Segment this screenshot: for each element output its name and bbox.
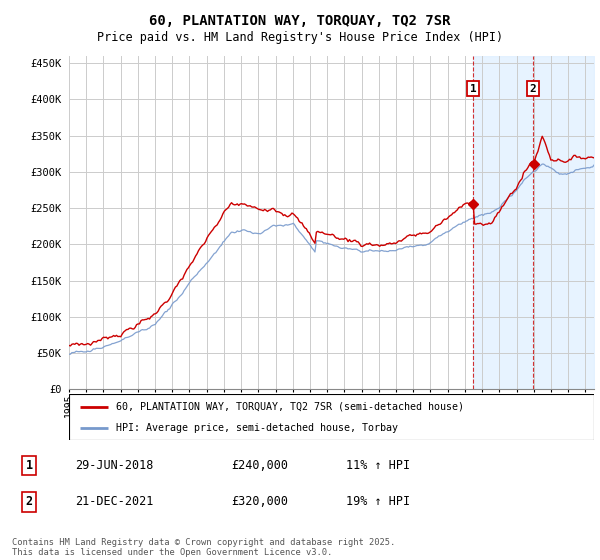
Text: HPI: Average price, semi-detached house, Torbay: HPI: Average price, semi-detached house,… bbox=[116, 423, 398, 433]
Text: 19% ↑ HPI: 19% ↑ HPI bbox=[346, 496, 410, 508]
Text: 21-DEC-2021: 21-DEC-2021 bbox=[76, 496, 154, 508]
Text: Contains HM Land Registry data © Crown copyright and database right 2025.
This d: Contains HM Land Registry data © Crown c… bbox=[12, 538, 395, 557]
Text: 1: 1 bbox=[470, 83, 477, 94]
Text: 2: 2 bbox=[26, 496, 33, 508]
Text: 2: 2 bbox=[530, 83, 536, 94]
Text: 11% ↑ HPI: 11% ↑ HPI bbox=[346, 459, 410, 472]
Text: 1: 1 bbox=[26, 459, 33, 472]
Text: 60, PLANTATION WAY, TORQUAY, TQ2 7SR: 60, PLANTATION WAY, TORQUAY, TQ2 7SR bbox=[149, 14, 451, 28]
Text: £240,000: £240,000 bbox=[231, 459, 288, 472]
Text: £320,000: £320,000 bbox=[231, 496, 288, 508]
Text: Price paid vs. HM Land Registry's House Price Index (HPI): Price paid vs. HM Land Registry's House … bbox=[97, 31, 503, 44]
Text: 60, PLANTATION WAY, TORQUAY, TQ2 7SR (semi-detached house): 60, PLANTATION WAY, TORQUAY, TQ2 7SR (se… bbox=[116, 402, 464, 412]
Text: 29-JUN-2018: 29-JUN-2018 bbox=[76, 459, 154, 472]
